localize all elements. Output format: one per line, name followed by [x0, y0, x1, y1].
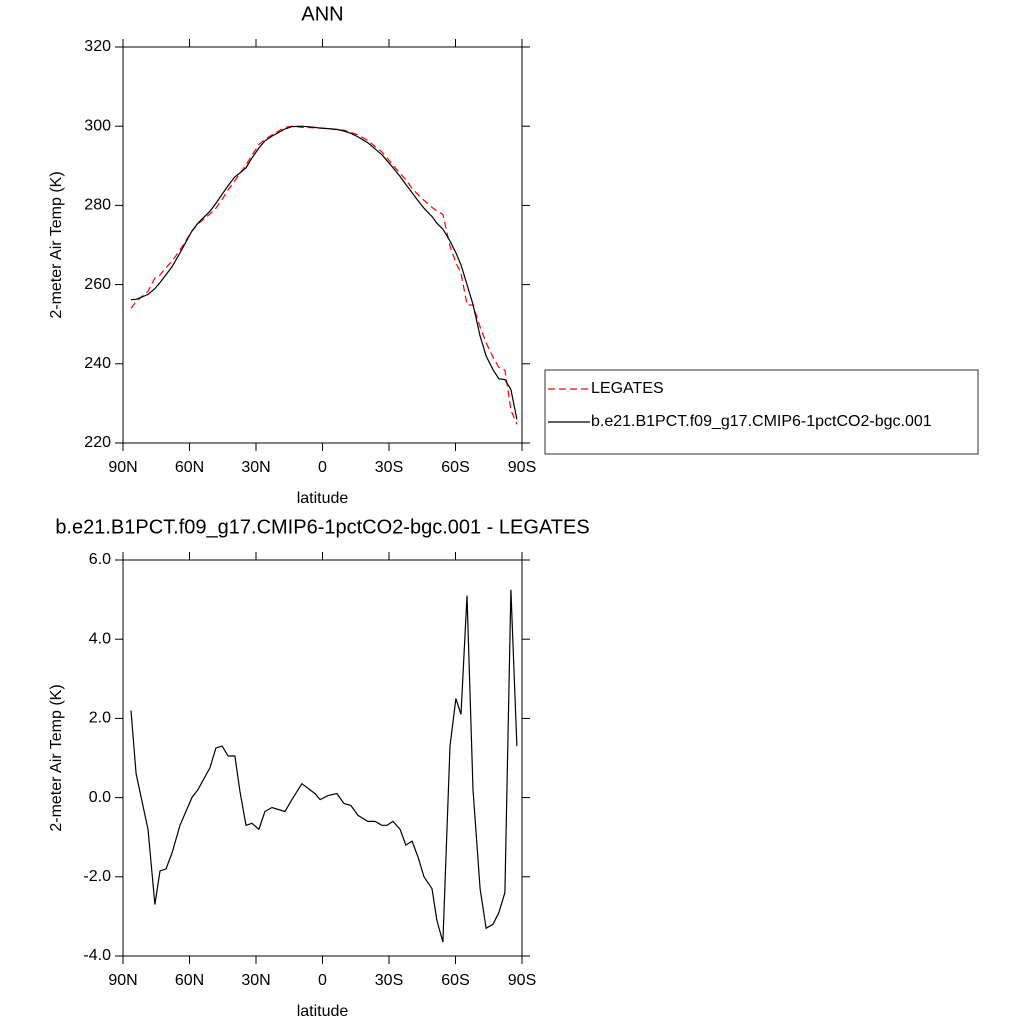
y-axis-label: 2-meter Air Temp (K): [48, 684, 65, 831]
y-tick-label: 280: [84, 197, 111, 214]
x-tick-label: 0: [318, 972, 327, 989]
data-line: [130, 125, 518, 425]
x-tick-label: 60S: [441, 459, 469, 476]
x-tick-label: 30N: [241, 972, 270, 989]
y-tick-label: 6.0: [89, 551, 111, 568]
plot-frame: [122, 559, 523, 957]
y-tick-label: -4.0: [83, 947, 111, 964]
y-tick-label: 300: [84, 117, 111, 134]
legend: LEGATES b.e21.B1PCT.f09_g17.CMIP6-1pctCO2…: [544, 369, 979, 455]
data-line: [130, 125, 518, 420]
y-tick-label: 320: [84, 38, 111, 55]
chart-title: b.e21.B1PCT.f09_g17.CMIP6-1pctCO2-bgc.00…: [55, 516, 589, 538]
x-tick-label: 30N: [241, 459, 270, 476]
legend-label: b.e21.B1PCT.f09_g17.CMIP6-1pctCO2-bgc.00…: [591, 413, 932, 430]
x-tick-label: 60N: [175, 459, 204, 476]
y-tick-label: 240: [84, 355, 111, 372]
x-tick-label: 90N: [108, 459, 137, 476]
legend-label: LEGATES: [591, 380, 664, 397]
x-axis-label: latitude: [297, 490, 349, 507]
y-tick-label: -2.0: [83, 868, 111, 885]
data-line: [130, 589, 518, 943]
x-tick-label: 60N: [175, 972, 204, 989]
y-tick-label: 2.0: [89, 710, 111, 727]
y-axis-label: 2-meter Air Temp (K): [48, 171, 65, 318]
y-tick-label: 220: [84, 434, 111, 451]
chart-title: ANN: [301, 3, 343, 25]
x-tick-label: 30S: [375, 459, 403, 476]
x-tick-label: 30S: [375, 972, 403, 989]
y-tick-label: 0.0: [89, 789, 111, 806]
x-tick-label: 0: [318, 459, 327, 476]
y-tick-label: 260: [84, 276, 111, 293]
x-axis-label: latitude: [297, 1003, 349, 1020]
x-tick-label: 60S: [441, 972, 469, 989]
x-tick-label: 90N: [108, 972, 137, 989]
x-tick-label: 90S: [508, 459, 536, 476]
y-tick-label: 4.0: [89, 630, 111, 647]
legend-box: [544, 369, 979, 455]
x-tick-label: 90S: [508, 972, 536, 989]
